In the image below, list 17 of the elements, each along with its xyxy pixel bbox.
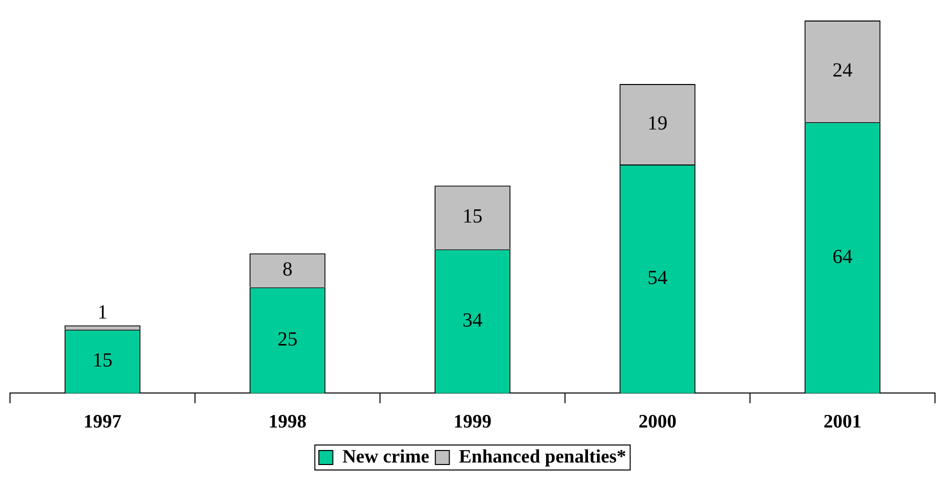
x-tick-label: 1997 [84,412,122,433]
data-label: 15 [92,350,112,372]
x-tick-label: 1999 [454,412,492,433]
data-label: 24 [832,60,852,82]
data-label: 64 [832,246,852,268]
data-label: 1 [98,302,108,324]
x-tick-label: 1998 [268,412,306,433]
legend-label: Enhanced penalties* [458,446,626,468]
x-tick-label: 2001 [824,412,862,433]
data-label: 54 [648,267,668,290]
data-label: 19 [648,112,668,134]
data-label: 25 [278,328,298,351]
data-label: 34 [462,309,482,332]
data-label: 15 [462,206,482,228]
legend-label: New crime [342,446,430,468]
data-label: 8 [282,258,292,281]
x-tick-label: 2000 [638,412,676,433]
